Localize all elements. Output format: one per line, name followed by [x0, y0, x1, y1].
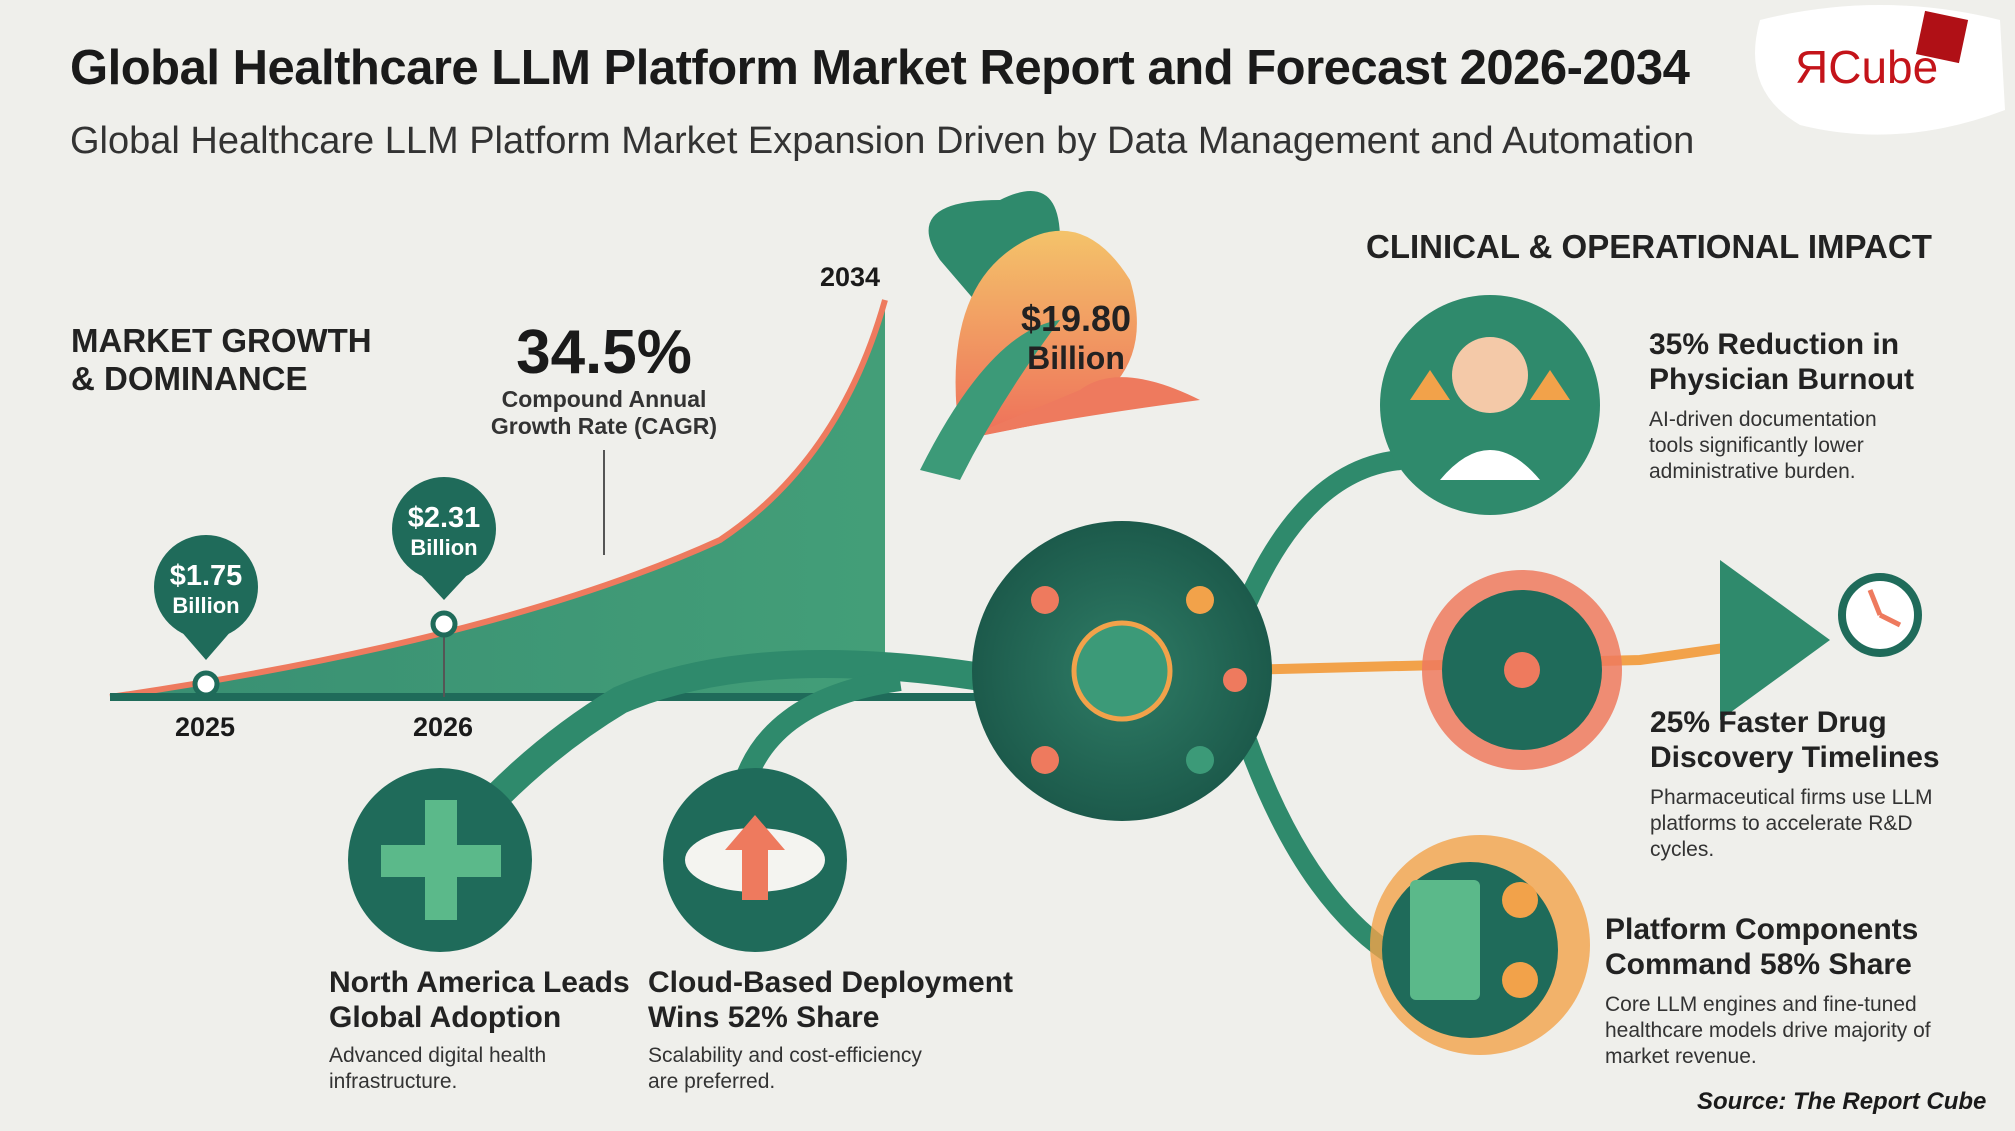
bubble-2026	[392, 477, 496, 638]
market-section-title: MARKET GROWTH & DOMINANCE	[71, 322, 372, 397]
brain-gear-icon	[1370, 835, 1590, 1055]
bubble-2025	[154, 535, 258, 698]
year-2034: 2034	[820, 262, 881, 292]
growth-curve-edge	[109, 299, 888, 700]
impact-item-platform-components: Platform Components Command 58% Share Co…	[1605, 913, 1931, 1068]
logo: ЯCube	[1795, 41, 1939, 93]
impact-section-title: CLINICAL & OPERATIONAL IMPACT	[1366, 228, 1932, 265]
flower-2034-label: $19.80 Billion	[1020, 298, 1132, 376]
flower-2034	[920, 191, 1200, 480]
cloud-upload-icon	[663, 768, 847, 952]
region-cloud: Cloud-Based Deployment Wins 52% Share Sc…	[648, 966, 1014, 1093]
page-title: Global Healthcare LLM Platform Market Re…	[70, 41, 1690, 95]
year-2025: 2025	[175, 712, 236, 742]
impact-item-drug-discovery: 25% Faster Drug Discovery Timelines Phar…	[1650, 706, 1940, 861]
cagr-value: 34.5%	[516, 318, 692, 387]
year-2026: 2026	[413, 712, 474, 742]
page-subtitle: Global Healthcare LLM Platform Market Ex…	[70, 120, 1695, 162]
bubble-2026-label: $2.31 Billion	[407, 502, 481, 560]
doctor-balance-icon	[1380, 295, 1600, 515]
brain-hub	[972, 521, 1272, 821]
cagr-block: 34.5% Compound Annual Growth Rate (CAGR)	[454, 320, 754, 440]
vine-top	[1230, 450, 1402, 624]
growth-curve-area	[110, 300, 885, 697]
medical-cross-icon	[348, 768, 532, 952]
source-note: Source: The Report Cube	[1697, 1088, 1987, 1115]
region-north-america: North America Leads Global Adoption Adva…	[329, 966, 630, 1093]
logo-cube-icon	[1915, 10, 1969, 64]
impact-item-burnout: 35% Reduction in Physician Burnout AI-dr…	[1649, 328, 1915, 483]
molecule-stopwatch-icon	[1422, 570, 1922, 770]
bubble-2025-label: $1.75 Billion	[169, 560, 243, 618]
